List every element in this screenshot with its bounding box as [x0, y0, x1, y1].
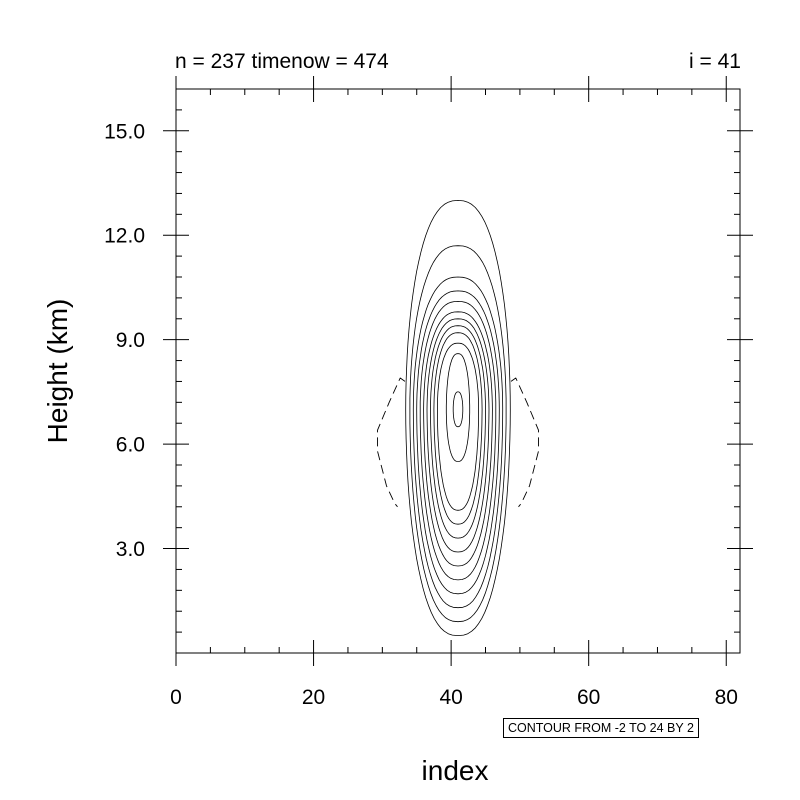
x-tick-label: 40: [439, 686, 462, 709]
contour-line-18: [433, 332, 483, 525]
contour-line-14: [426, 318, 490, 553]
contour-lines: [377, 199, 539, 636]
y-tick-label: 3.0: [116, 538, 145, 561]
y-tick-label: 15.0: [104, 120, 145, 143]
contour-line-12: [423, 311, 493, 567]
contour-line-20: [436, 342, 480, 511]
negative-contour-right: [510, 377, 539, 508]
contour-info-label: CONTOUR FROM -2 TO 24 BY 2: [503, 718, 699, 738]
x-tick-label: 80: [715, 686, 738, 709]
subtitle-left: n = 237 timenow = 474: [175, 50, 389, 73]
x-axis-label: index: [421, 755, 489, 786]
x-tick-label: 20: [302, 686, 325, 709]
y-axis-label: Height (km): [42, 298, 73, 444]
contour-line-2: [405, 199, 511, 636]
contour-line-4: [409, 245, 507, 623]
plot-frame: [175, 88, 741, 654]
contour-line-10: [419, 300, 497, 581]
negative-contour-left: [377, 377, 406, 508]
contour-line-16: [430, 325, 486, 539]
tick-labels: 0 20 40 60 80 3.0 6.0 9.0 12.0 15.0: [104, 120, 738, 709]
x-tick-label: 60: [577, 686, 600, 709]
y-tick-label: 9.0: [116, 329, 145, 352]
contour-line-6: [412, 276, 504, 609]
axis-ticks: [163, 76, 753, 666]
contour-line-8: [416, 290, 500, 595]
contour-line-24: [452, 391, 464, 428]
y-tick-label: 12.0: [104, 225, 145, 248]
y-tick-label: 6.0: [116, 434, 145, 457]
contour-line-22: [445, 353, 471, 462]
x-tick-label: 0: [170, 686, 182, 709]
subtitle-right: i = 41: [689, 50, 741, 73]
